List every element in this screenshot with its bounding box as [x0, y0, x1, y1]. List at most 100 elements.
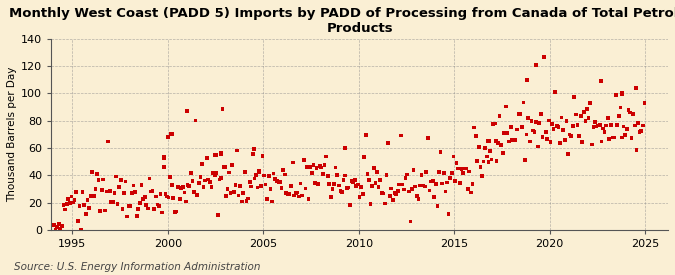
Point	[308, 163, 319, 167]
Point	[57, 224, 68, 228]
Point	[391, 192, 402, 196]
Point	[171, 209, 182, 214]
Point	[215, 176, 226, 180]
Point	[404, 189, 414, 194]
Point	[252, 185, 263, 190]
Point	[203, 177, 214, 182]
Point	[340, 173, 350, 178]
Point	[421, 170, 432, 174]
Point	[512, 127, 522, 132]
Point	[483, 160, 494, 164]
Point	[115, 177, 126, 182]
Point	[230, 183, 241, 187]
Point	[578, 110, 589, 114]
Point	[367, 184, 377, 188]
Point	[151, 194, 161, 199]
Point	[178, 185, 188, 189]
Point	[248, 147, 259, 152]
Point	[400, 176, 411, 180]
Point	[165, 175, 176, 180]
Point	[74, 204, 85, 208]
Point	[396, 133, 406, 138]
Point	[424, 188, 435, 193]
Point	[439, 170, 450, 175]
Point	[236, 199, 247, 204]
Point	[448, 154, 459, 159]
Point	[521, 132, 532, 137]
Point	[520, 158, 531, 162]
Point	[467, 182, 478, 186]
Point	[547, 122, 558, 126]
Point	[451, 161, 462, 165]
Point	[414, 183, 425, 188]
Point	[456, 167, 466, 171]
Point	[313, 182, 323, 186]
Point	[119, 191, 130, 195]
Point	[112, 202, 123, 207]
Point	[531, 63, 542, 67]
Point	[596, 139, 607, 144]
Point	[157, 210, 167, 214]
Point	[329, 182, 340, 186]
Point	[146, 189, 157, 194]
Point	[325, 194, 336, 199]
Point	[524, 139, 535, 144]
Point	[49, 223, 59, 227]
Point	[144, 176, 155, 181]
Point	[372, 170, 383, 174]
Point	[429, 194, 439, 199]
Point	[601, 123, 612, 128]
Point	[288, 160, 298, 165]
Point	[132, 214, 142, 218]
Point	[618, 124, 629, 129]
Point	[475, 165, 486, 169]
Point	[587, 142, 597, 147]
Point	[342, 186, 352, 191]
Point	[267, 199, 277, 204]
Point	[408, 168, 419, 172]
Point	[617, 91, 628, 96]
Point	[222, 187, 233, 191]
Point	[58, 203, 69, 207]
Point	[154, 204, 165, 208]
Point	[219, 165, 230, 169]
Point	[522, 116, 533, 120]
Point	[248, 152, 259, 156]
Point	[392, 189, 403, 193]
Point	[402, 172, 412, 177]
Point	[107, 200, 118, 204]
Point	[350, 178, 360, 182]
Point	[634, 130, 645, 134]
Point	[411, 194, 422, 198]
Point	[63, 196, 74, 201]
Point	[515, 111, 526, 116]
Point	[537, 135, 548, 139]
Point	[317, 172, 328, 176]
Point	[169, 210, 180, 214]
Point	[97, 188, 107, 192]
Point	[85, 194, 96, 198]
Point	[609, 135, 620, 140]
Point	[321, 154, 331, 159]
Point	[513, 112, 524, 116]
Point	[582, 107, 593, 111]
Point	[539, 55, 549, 59]
Y-axis label: Thousand Barrels per Day: Thousand Barrels per Day	[7, 67, 17, 202]
Point	[516, 125, 527, 130]
Point	[384, 194, 395, 198]
Point	[352, 182, 363, 186]
Point	[209, 174, 220, 178]
Point	[365, 202, 376, 206]
Point	[560, 138, 570, 142]
Point	[84, 206, 95, 210]
Point	[265, 187, 276, 191]
Point	[495, 142, 506, 147]
Point	[359, 155, 370, 159]
Point	[386, 186, 397, 191]
Point	[394, 182, 405, 187]
Point	[261, 182, 271, 187]
Point	[163, 135, 173, 139]
Point	[615, 105, 626, 110]
Point	[147, 189, 158, 193]
Point	[133, 207, 144, 211]
